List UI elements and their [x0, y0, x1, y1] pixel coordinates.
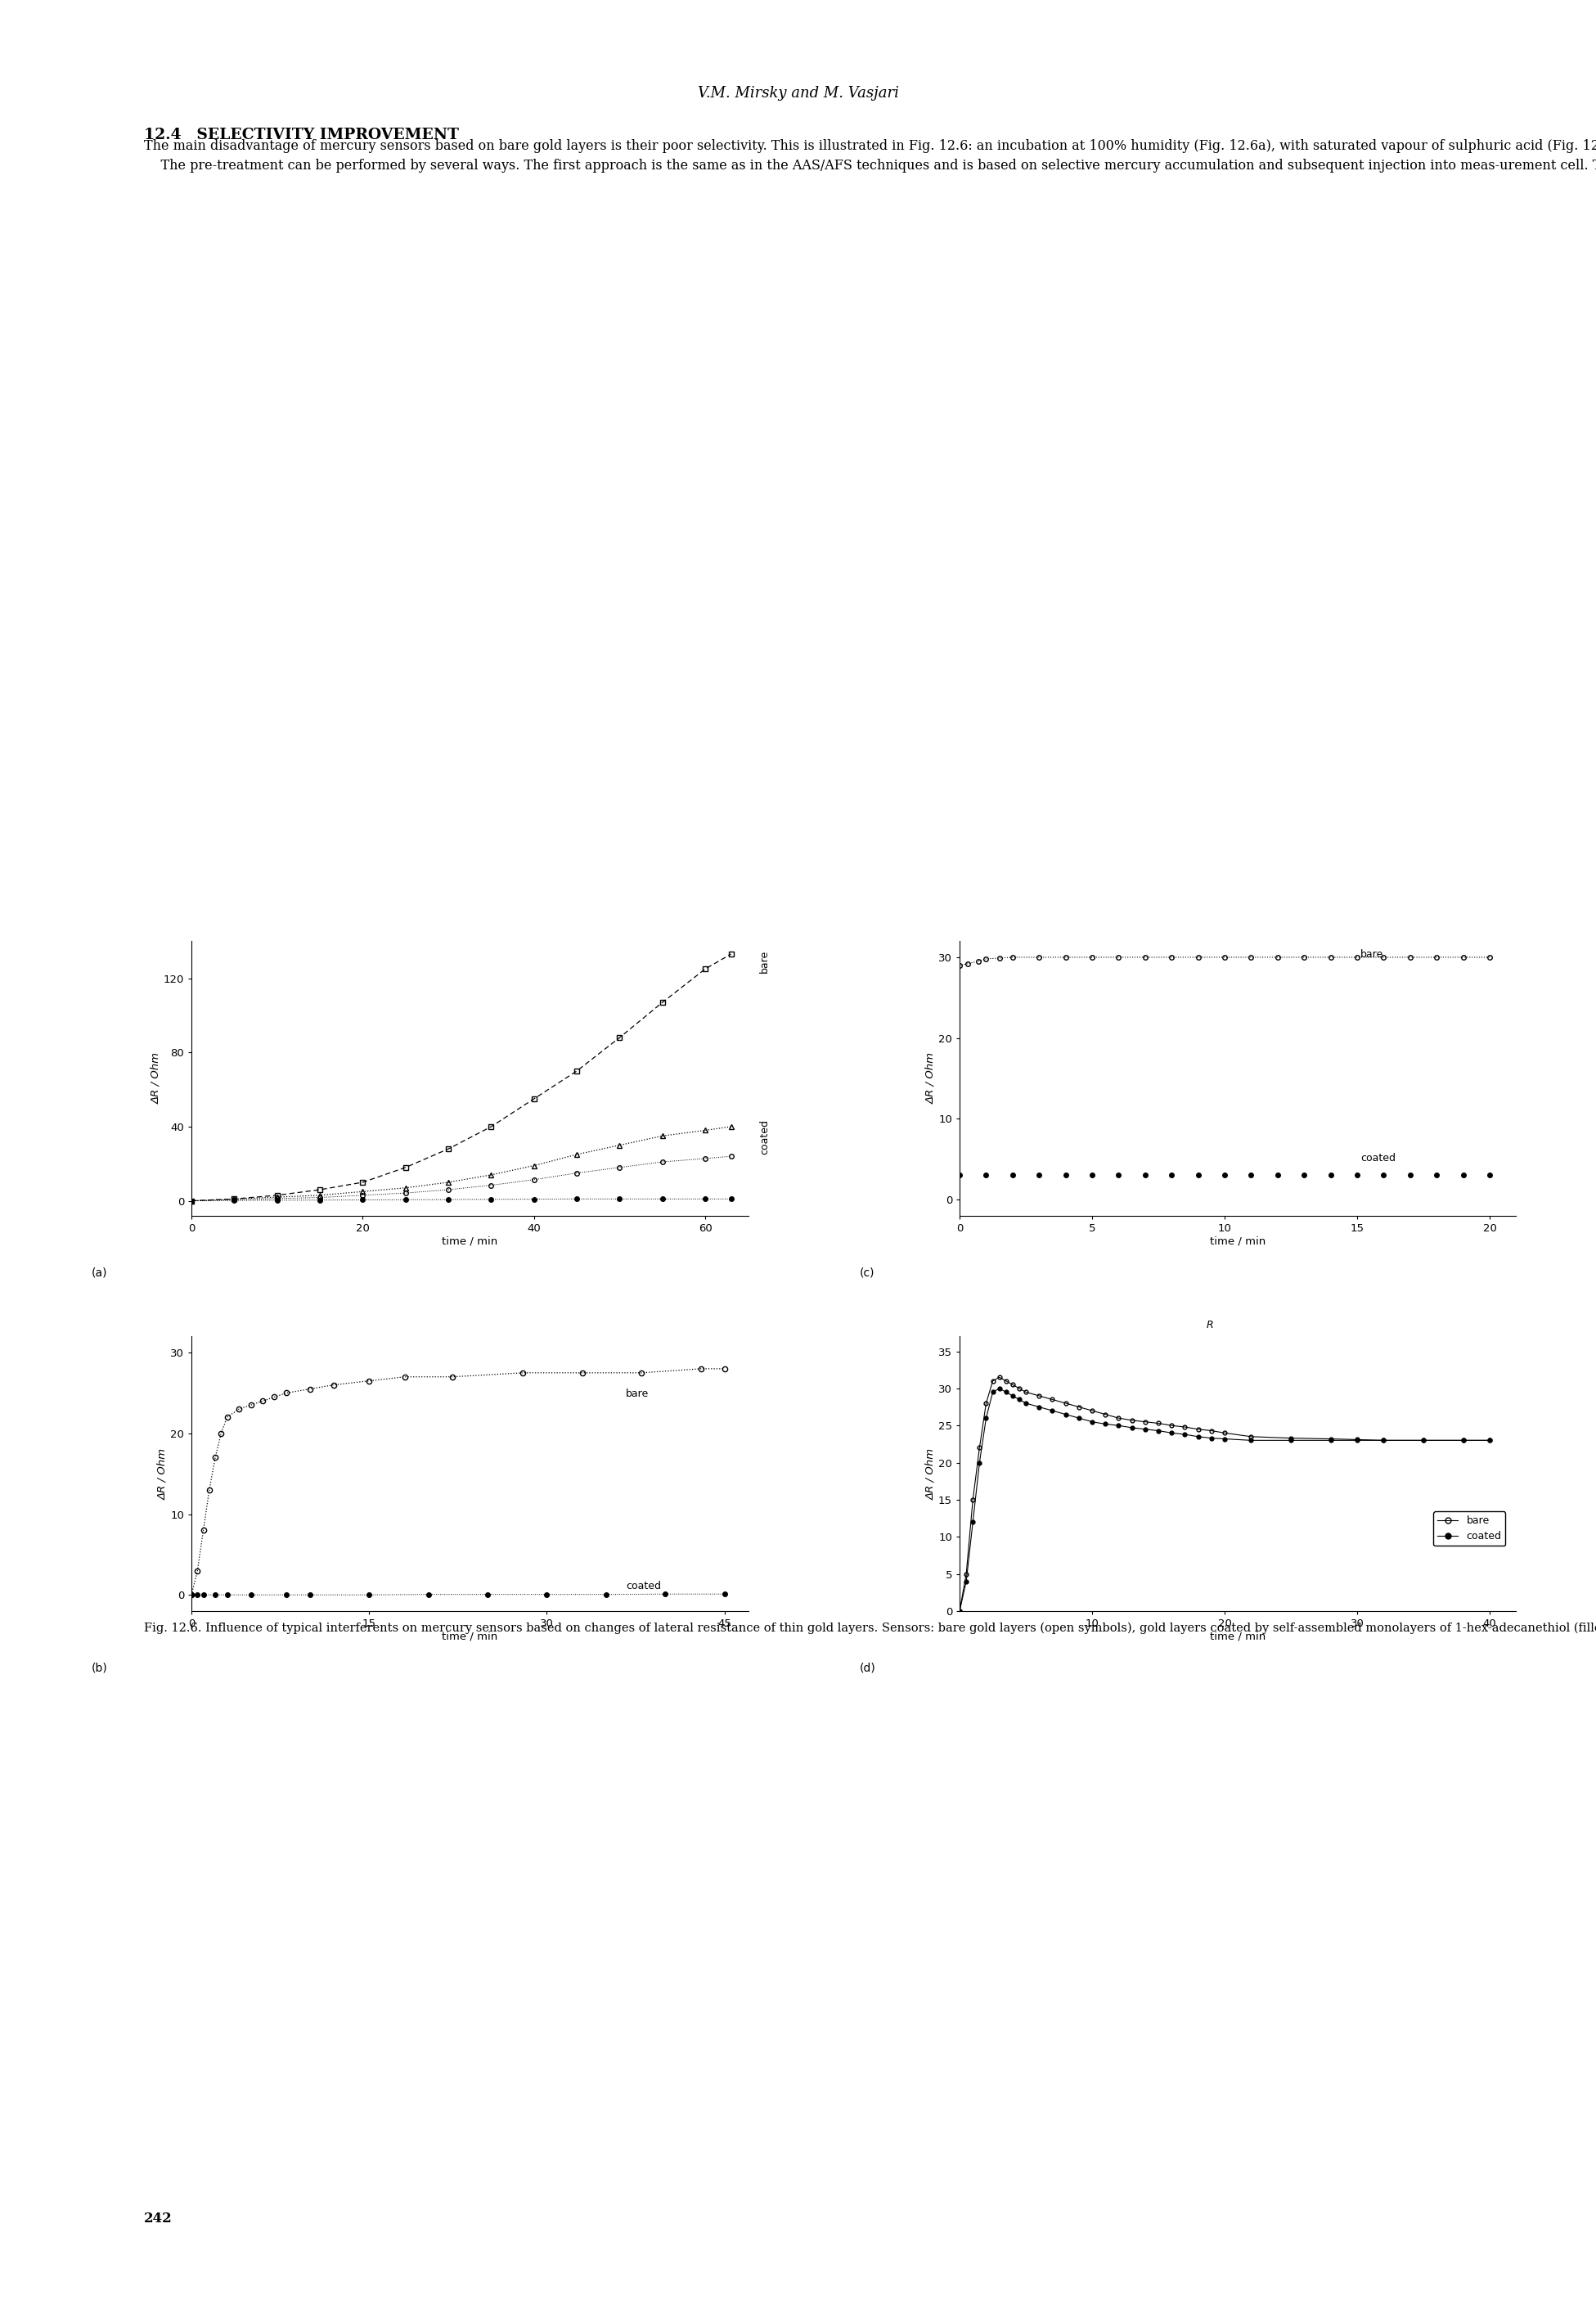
Text: bare: bare: [626, 1388, 648, 1400]
Text: (d): (d): [859, 1662, 876, 1674]
Text: coated: coated: [760, 1120, 769, 1154]
Text: R: R: [1207, 1319, 1213, 1331]
X-axis label: time / min: time / min: [1210, 1235, 1266, 1247]
Text: V.M. Mirsky and M. Vasjari: V.M. Mirsky and M. Vasjari: [697, 86, 899, 100]
Text: (a): (a): [91, 1268, 107, 1280]
X-axis label: time / min: time / min: [442, 1632, 498, 1641]
Text: bare: bare: [1360, 950, 1384, 960]
Text: coated: coated: [1360, 1152, 1395, 1164]
Y-axis label: ΔR / Ohm: ΔR / Ohm: [158, 1449, 168, 1500]
Y-axis label: ΔR / Ohm: ΔR / Ohm: [926, 1052, 937, 1103]
Text: bare: bare: [760, 950, 769, 974]
Text: The main disadvantage of mercury sensors based on bare gold layers is their poor: The main disadvantage of mercury sensors…: [144, 139, 1596, 174]
Text: Fig. 12.6. Influence of typical interferents on mercury sensors based on changes: Fig. 12.6. Influence of typical interfer…: [144, 1623, 1596, 1634]
Text: (c): (c): [859, 1268, 875, 1280]
Text: coated: coated: [626, 1581, 661, 1592]
Text: (b): (b): [91, 1662, 107, 1674]
Y-axis label: ΔR / Ohm: ΔR / Ohm: [926, 1449, 935, 1500]
Legend: bare, coated: bare, coated: [1433, 1511, 1505, 1546]
Text: 242: 242: [144, 2211, 172, 2225]
X-axis label: time / min: time / min: [1210, 1632, 1266, 1641]
Y-axis label: ΔR / Ohm: ΔR / Ohm: [150, 1052, 161, 1103]
Text: 12.4 SELECTIVITY IMPROVEMENT: 12.4 SELECTIVITY IMPROVEMENT: [144, 127, 458, 141]
X-axis label: time / min: time / min: [442, 1235, 498, 1247]
